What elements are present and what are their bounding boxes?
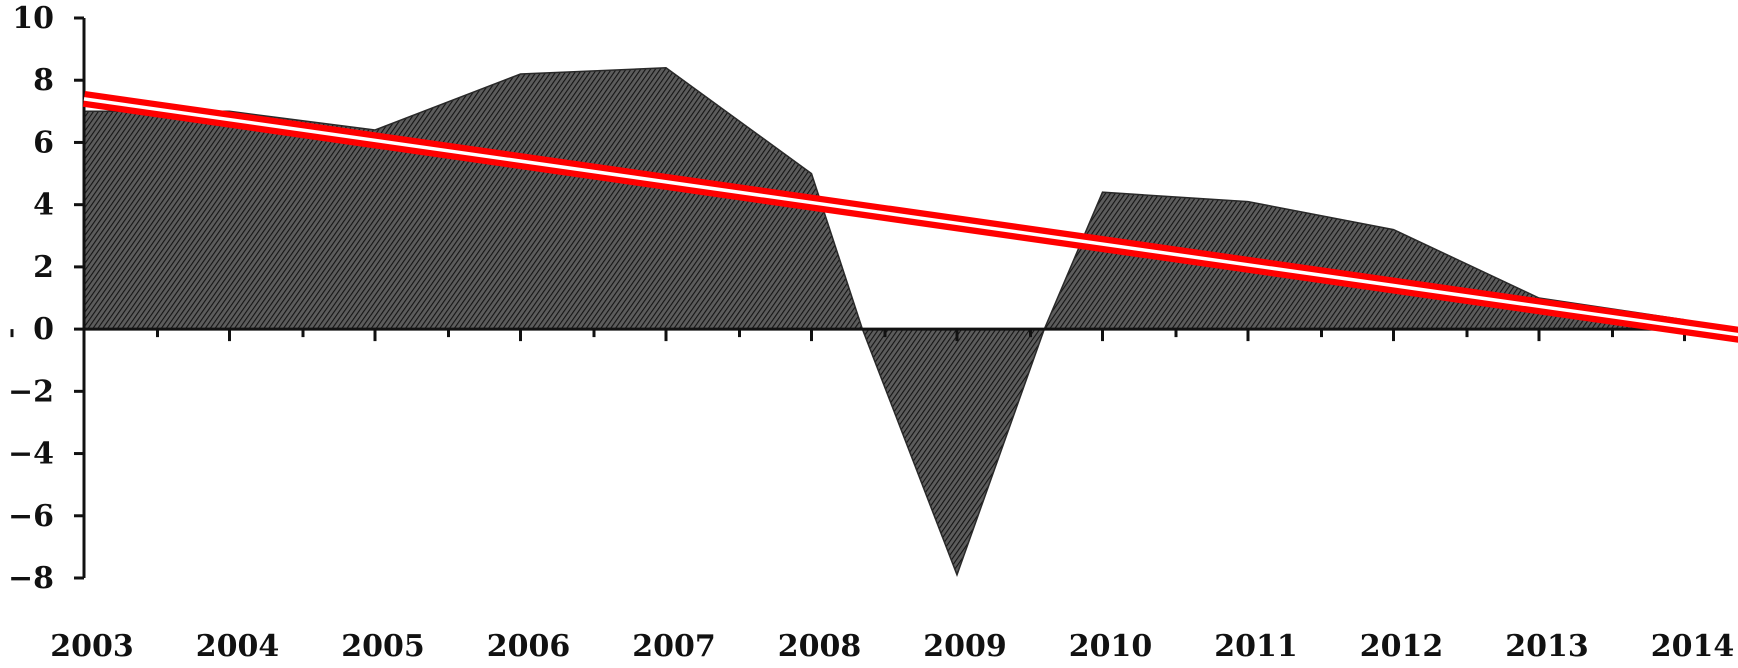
trend-layer: [82, 90, 1738, 343]
x-tick-label: 2012: [1360, 629, 1444, 664]
x-tick-label: 2008: [778, 629, 862, 664]
x-tick-label: 2009: [923, 629, 1007, 664]
y-tick-label: 2: [33, 250, 54, 285]
x-tick-label: 2003: [50, 629, 134, 664]
x-tick-label: 2013: [1505, 629, 1589, 664]
x-tick-label: 2014: [1651, 629, 1735, 664]
y-tick-label: −8: [8, 561, 54, 596]
axis-layer: [10, 16, 1705, 580]
label-layer: 10 8 6 4 2 0 −2 −4 −6 −8 2003 2004 2005 2006 2007 2008 2…: [8, 1, 1734, 664]
area-series-0: [83, 67, 1686, 578]
y-tick-label: −2: [8, 374, 54, 409]
y-tick-label: −4: [8, 437, 54, 472]
x-tick-label: 2010: [1069, 629, 1153, 664]
x-tick-label: 2011: [1214, 629, 1298, 664]
y-tick-label: 10: [12, 1, 54, 36]
x-tick-label: 2007: [632, 629, 716, 664]
area-layer: [83, 67, 1686, 578]
x-tick-label: 2005: [341, 629, 425, 664]
y-tick-label: 0: [33, 312, 54, 347]
y-tick-label: 6: [33, 125, 54, 160]
y-tick-label: 8: [33, 63, 54, 98]
x-tick-label: 2006: [487, 629, 571, 664]
y-tick-label: −6: [8, 499, 54, 534]
trend-line-highlight: [83, 97, 1738, 337]
x-tick-label: 2004: [196, 629, 280, 664]
y-tick-label: 4: [33, 188, 54, 223]
